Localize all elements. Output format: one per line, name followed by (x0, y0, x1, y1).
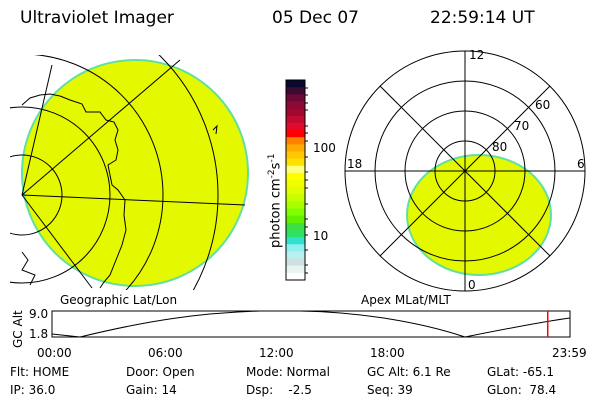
xtick-1800: 18:00 (370, 346, 405, 360)
colorbar-band (286, 208, 305, 217)
geographic-panel-label: Geographic Lat/Lon (60, 293, 178, 307)
colorbar-band (286, 94, 305, 102)
colorbar-band (286, 101, 305, 110)
status-glat: GLat: -65.1 (487, 365, 554, 379)
polar-grid (344, 50, 586, 292)
xtick-0000: 00:00 (37, 346, 72, 360)
colorbar-band (286, 137, 305, 145)
colorbar-band (286, 237, 305, 245)
colorbar-band (286, 187, 305, 195)
mlt-label-12: 12 (469, 48, 485, 62)
colorbar-band (286, 144, 305, 152)
status-door: Door: Open (126, 365, 195, 379)
status-gc-alt: GC Alt: 6.1 Re (367, 365, 451, 379)
colorbar-band (286, 258, 305, 267)
colorbar-band (286, 87, 305, 95)
apex-panel-label: Apex MLat/MLT (361, 293, 451, 307)
colorbar-band (286, 251, 305, 260)
colorbar (285, 79, 308, 281)
colorbar-band (286, 201, 305, 210)
status-gain: Gain: 14 (126, 383, 177, 397)
status-ip: IP: 36.0 (10, 383, 56, 397)
colorbar-tick-100: 100 (313, 141, 336, 155)
colorbar-band (286, 108, 305, 117)
coastline (21, 93, 127, 289)
coastline-fragment (21, 251, 36, 286)
unit-exponent: -2 (267, 169, 277, 179)
unit-text: photon cm (268, 178, 284, 248)
colorbar-band (286, 180, 305, 188)
island (212, 124, 218, 135)
colorbar-band (286, 244, 305, 252)
colorbar-unit-label: photon cm-2s-1 (264, 154, 284, 248)
colorbar-tick-10: 10 (313, 229, 329, 243)
status-dsp: Dsp: -2.5 (246, 383, 312, 397)
ytick-9: 9.0 (29, 307, 49, 321)
geographic-map (10, 55, 249, 290)
status-glon: GLon: 78.4 (487, 383, 557, 397)
date-label: 05 Dec 07 (272, 8, 359, 28)
aurora-image (23, 61, 247, 285)
colorbar-band (286, 222, 305, 231)
lat-lon-grid (10, 55, 246, 290)
mlt-label-0: 0 (468, 278, 476, 292)
colorbar-band (286, 165, 305, 174)
altitude-ylabel: GC Alt (11, 310, 25, 348)
colorbar-band (286, 80, 305, 88)
status-flt: Flt: HOME (10, 365, 70, 379)
status-mode: Mode: Normal (246, 365, 330, 379)
lat-label-80: 80 (492, 140, 508, 154)
ytick-1-8: 1.8 (29, 327, 49, 341)
colorbar-band (286, 151, 305, 160)
status-seq: Seq: 39 (367, 383, 413, 397)
colorbar-band (286, 230, 305, 238)
mlt-label-6: 6 (577, 157, 585, 171)
xtick-1200: 12:00 (259, 346, 294, 360)
colorbar-band (286, 158, 305, 167)
lat-label-70: 70 (514, 119, 530, 133)
xtick-2359: 23:59 (552, 346, 587, 360)
unit-exponent-s: -1 (267, 153, 277, 163)
lat-label-60: 60 (535, 98, 551, 112)
colorbar-band (286, 194, 305, 202)
aurora-oval (408, 156, 550, 274)
colorbar-band (286, 172, 305, 181)
mlt-label-18: 18 (347, 157, 363, 171)
colorbar-band (286, 115, 305, 124)
altitude-plot (51, 310, 571, 338)
instrument-title: Ultraviolet Imager (20, 8, 174, 28)
altitude-curve (51, 310, 571, 338)
colorbar-band (286, 265, 305, 274)
colorbar-band (286, 130, 305, 138)
colorbar-band (286, 215, 305, 224)
colorbar-band (286, 272, 305, 281)
polar-plot (344, 50, 586, 292)
colorbar-band (286, 122, 305, 131)
plot-frame (51, 310, 571, 338)
unit-text-s: s (268, 162, 284, 170)
xtick-0600: 06:00 (148, 346, 183, 360)
time-label: 22:59:14 UT (430, 8, 535, 28)
